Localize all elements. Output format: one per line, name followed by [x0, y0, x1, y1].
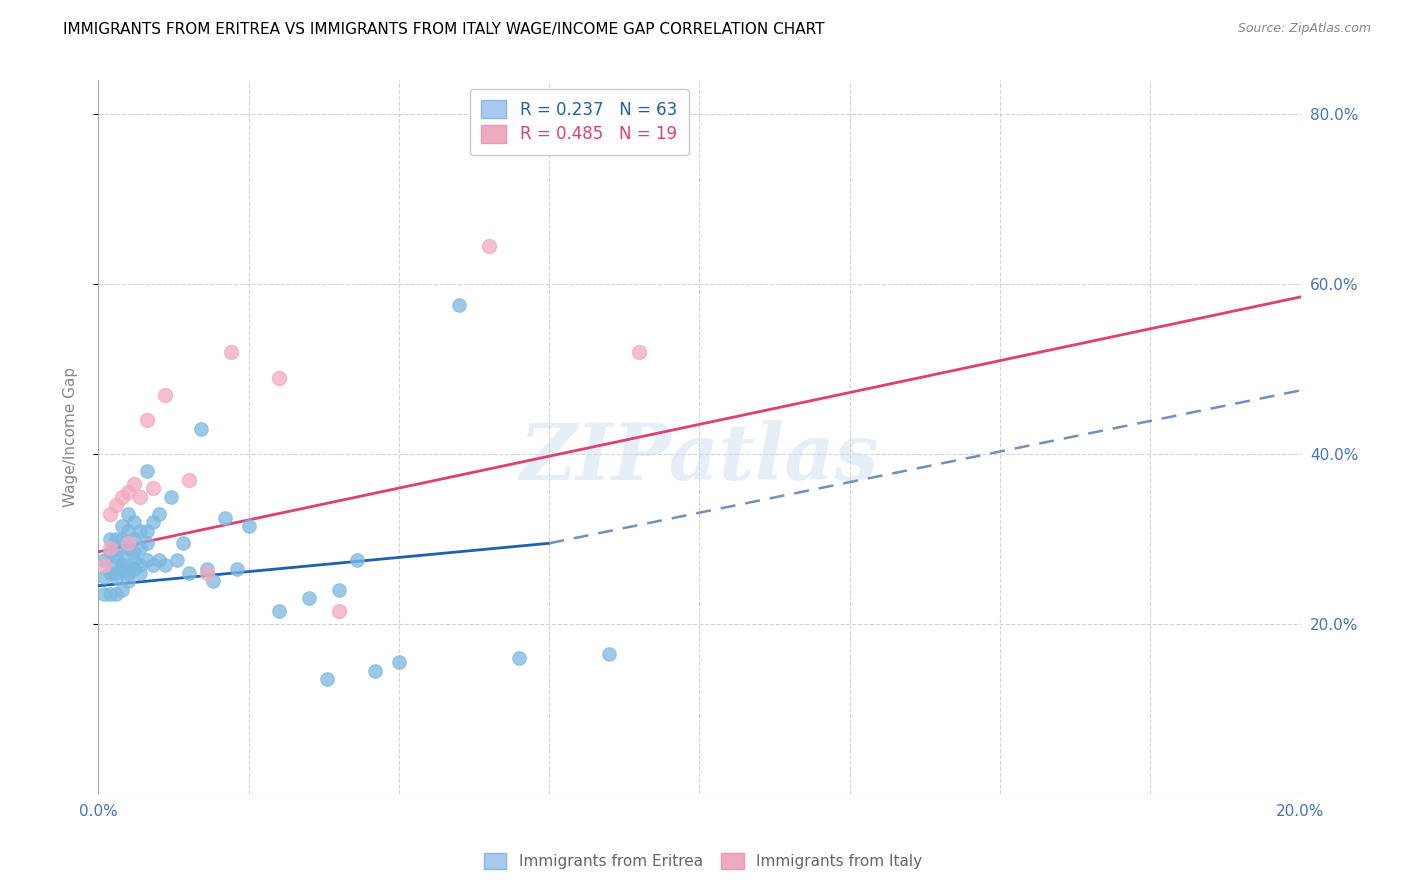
Point [135, 524, 157, 538]
Legend: Immigrants from Eritrea, Immigrants from Italy: Immigrants from Eritrea, Immigrants from… [478, 847, 928, 875]
Point [141, 515, 163, 529]
Point [93, 553, 115, 567]
Text: ZIPatlas: ZIPatlas [520, 420, 879, 497]
Point [111, 582, 134, 597]
Point [148, 553, 170, 567]
Point [100, 507, 122, 521]
Point [111, 532, 134, 546]
Point [117, 485, 139, 500]
Point [111, 490, 134, 504]
Point [172, 536, 194, 550]
Point [117, 566, 139, 580]
Point [111, 558, 134, 572]
Point [129, 524, 152, 538]
Point [124, 532, 146, 546]
Point [129, 541, 152, 555]
Point [214, 510, 236, 524]
Point [135, 413, 157, 427]
Point [100, 545, 122, 559]
Point [346, 553, 368, 567]
Point [141, 558, 163, 572]
Point [111, 519, 134, 533]
Point [105, 558, 128, 572]
Point [177, 473, 200, 487]
Point [141, 481, 163, 495]
Point [93, 558, 115, 572]
Point [129, 558, 152, 572]
Point [117, 558, 139, 572]
Point [328, 582, 350, 597]
Point [100, 566, 122, 580]
Point [195, 566, 218, 580]
Point [219, 345, 242, 359]
Point [135, 536, 157, 550]
Point [124, 545, 146, 559]
Point [148, 507, 170, 521]
Point [267, 370, 290, 384]
Point [298, 591, 321, 606]
Point [135, 553, 157, 567]
Point [105, 549, 128, 563]
Point [117, 507, 139, 521]
Point [117, 536, 139, 550]
Point [328, 604, 350, 618]
Point [508, 651, 530, 665]
Point [153, 387, 176, 401]
Point [93, 570, 115, 584]
Point [201, 574, 224, 589]
Text: IMMIGRANTS FROM ERITREA VS IMMIGRANTS FROM ITALY WAGE/INCOME GAP CORRELATION CHA: IMMIGRANTS FROM ERITREA VS IMMIGRANTS FR… [63, 22, 825, 37]
Point [364, 664, 387, 678]
Point [628, 345, 651, 359]
Point [166, 553, 188, 567]
Point [117, 541, 139, 555]
Point [117, 524, 139, 538]
Point [100, 587, 122, 601]
Point [111, 545, 134, 559]
Point [124, 562, 146, 576]
Point [190, 421, 212, 435]
Point [135, 464, 157, 478]
Point [124, 515, 146, 529]
Y-axis label: Wage/Income Gap: Wage/Income Gap [63, 367, 77, 508]
Point [238, 519, 260, 533]
Point [447, 298, 470, 312]
Legend: R = 0.237   N = 63, R = 0.485   N = 19: R = 0.237 N = 63, R = 0.485 N = 19 [470, 88, 689, 155]
Point [315, 672, 337, 686]
Point [124, 476, 146, 491]
Point [105, 570, 128, 584]
Point [267, 604, 290, 618]
Point [388, 655, 411, 669]
Point [105, 566, 128, 580]
Text: Source: ZipAtlas.com: Source: ZipAtlas.com [1237, 22, 1371, 36]
Point [129, 490, 152, 504]
Point [153, 558, 176, 572]
Point [105, 587, 128, 601]
Point [100, 532, 122, 546]
Point [195, 562, 218, 576]
Point [129, 566, 152, 580]
Point [117, 574, 139, 589]
Point [159, 490, 181, 504]
Point [105, 532, 128, 546]
Point [478, 239, 501, 253]
Point [598, 647, 620, 661]
Point [100, 541, 122, 555]
Point [111, 562, 134, 576]
Point [105, 498, 128, 512]
Point [93, 587, 115, 601]
Point [177, 566, 200, 580]
Point [124, 553, 146, 567]
Point [225, 562, 247, 576]
